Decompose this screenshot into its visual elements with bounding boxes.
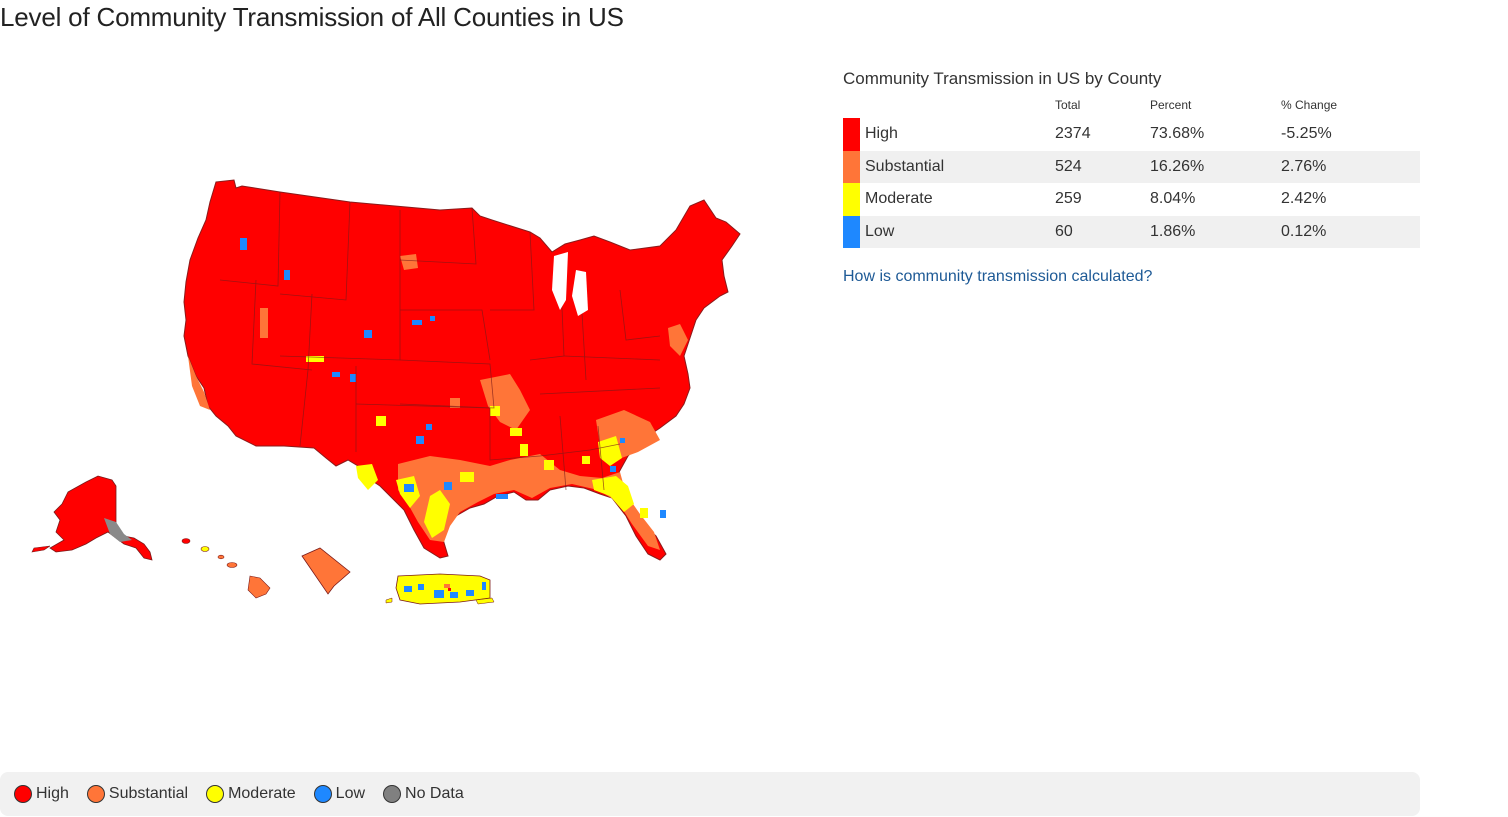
percent-value: 8.04% bbox=[1150, 190, 1196, 208]
column-header-level bbox=[843, 92, 1055, 118]
map-legend: High Substantial Moderate Low No Data bbox=[0, 772, 1420, 816]
moderate-dot-icon bbox=[206, 785, 225, 803]
substantial-color-swatch bbox=[843, 150, 860, 183]
district-of-columbia[interactable] bbox=[301, 547, 351, 595]
legend-item-no-data[interactable]: No Data bbox=[383, 785, 464, 803]
column-header-change: % Change bbox=[1281, 98, 1338, 112]
summary-header-row: Total Percent % Change bbox=[843, 92, 1420, 118]
total-value: 259 bbox=[1055, 190, 1082, 208]
change-value: 2.76% bbox=[1281, 150, 1420, 183]
summary-row-low: Low 60 1.86% 0.12% bbox=[843, 215, 1420, 248]
legend-label: Moderate bbox=[228, 785, 296, 802]
low-color-swatch bbox=[843, 215, 860, 248]
summary-row-high: High 2374 73.68% -5.25% bbox=[843, 118, 1420, 151]
total-value: 524 bbox=[1055, 150, 1150, 183]
total-value: 2374 bbox=[1055, 125, 1091, 143]
level-label: High bbox=[865, 125, 898, 143]
how-calculated-link[interactable]: How is community transmission calculated… bbox=[843, 268, 1153, 285]
legend-label: No Data bbox=[405, 785, 464, 802]
legend-label: High bbox=[36, 785, 69, 802]
legend-label: Low bbox=[335, 785, 366, 802]
hawaii[interactable] bbox=[181, 538, 271, 599]
summary-row-moderate: Moderate 259 8.04% 2.42% bbox=[843, 183, 1420, 216]
legend-item-moderate[interactable]: Moderate bbox=[206, 785, 296, 803]
us-county-choropleth-map[interactable] bbox=[20, 160, 760, 620]
low-dot-icon bbox=[313, 785, 332, 803]
page-title: Level of Community Transmission of All C… bbox=[0, 2, 624, 32]
column-header-percent: Percent bbox=[1150, 98, 1192, 112]
high-color-swatch bbox=[843, 118, 860, 151]
total-value: 60 bbox=[1055, 215, 1150, 248]
moderate-color-swatch bbox=[843, 183, 860, 216]
alaska[interactable] bbox=[31, 475, 153, 561]
legend-item-low[interactable]: Low bbox=[313, 785, 366, 803]
change-value: -5.25% bbox=[1281, 125, 1332, 143]
percent-value: 16.26% bbox=[1150, 150, 1281, 183]
high-dot-icon bbox=[14, 785, 32, 803]
substantial-dot-icon bbox=[86, 785, 105, 803]
percent-value: 1.86% bbox=[1150, 215, 1281, 248]
contiguous-us[interactable] bbox=[183, 179, 741, 561]
legend-label: Substantial bbox=[108, 785, 189, 802]
change-value: 0.12% bbox=[1281, 215, 1420, 248]
level-label: Moderate bbox=[865, 190, 933, 208]
summary-table: Total Percent % Change High 2374 73.68% … bbox=[843, 92, 1420, 248]
community-transmission-summary: Community Transmission in US by County T… bbox=[843, 68, 1420, 286]
column-header-total: Total bbox=[1055, 98, 1081, 112]
puerto-rico[interactable] bbox=[385, 573, 495, 605]
no-data-dot-icon bbox=[383, 785, 402, 803]
level-label: Substantial bbox=[860, 150, 1055, 183]
summary-title: Community Transmission in US by County bbox=[843, 69, 1162, 88]
level-label: Low bbox=[860, 215, 1055, 248]
percent-value: 73.68% bbox=[1150, 125, 1205, 143]
summary-row-substantial: Substantial 524 16.26% 2.76% bbox=[843, 150, 1420, 183]
change-value: 2.42% bbox=[1281, 190, 1327, 208]
legend-item-high[interactable]: High bbox=[14, 785, 69, 803]
legend-item-substantial[interactable]: Substantial bbox=[86, 785, 189, 803]
